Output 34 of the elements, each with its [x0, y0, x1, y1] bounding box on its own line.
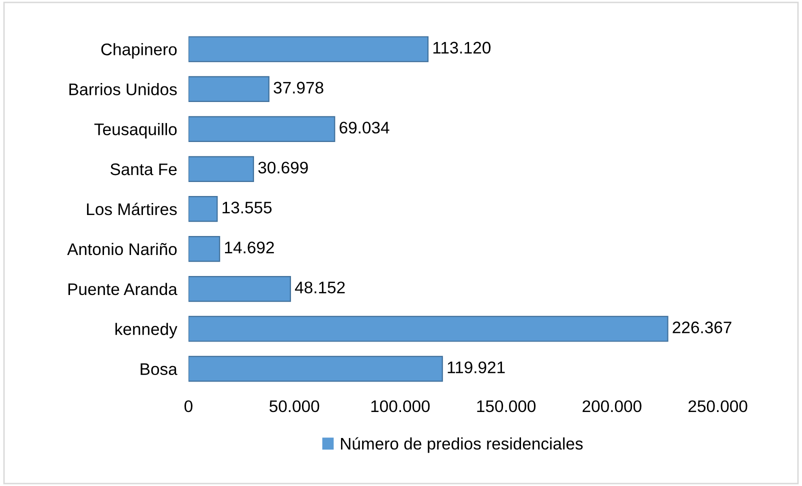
- x-tick-label: 250.000: [688, 400, 748, 412]
- y-tick-label: Teusaquillo: [94, 123, 177, 139]
- y-tick-label: Santa Fe: [110, 163, 177, 176]
- bar: [188, 76, 270, 102]
- y-tick-label: Bosa: [140, 363, 178, 376]
- x-tick-label: 0: [184, 400, 192, 412]
- y-tick-label: Chapinero: [101, 43, 177, 59]
- x-tick-label: 100.000: [371, 400, 430, 412]
- data-label: 30.699: [258, 162, 308, 174]
- data-label: 48.152: [294, 282, 345, 294]
- data-label: 113.120: [433, 42, 491, 54]
- y-tick-label: Los Mártires: [87, 202, 177, 216]
- legend-label: Número de predios residenciales: [341, 437, 583, 453]
- x-tick-label: 150.000: [477, 400, 536, 412]
- y-tick-label: Puente Aranda: [68, 282, 178, 296]
- bar: [188, 316, 668, 342]
- bar: [188, 116, 336, 142]
- data-label: 226.367: [672, 322, 732, 334]
- x-tick-label: 200.000: [582, 400, 642, 412]
- bar: [188, 156, 254, 182]
- data-label: 14.692: [225, 242, 274, 254]
- y-tick-label: Barrios Unidos: [69, 83, 177, 96]
- y-tick-label: kennedy: [115, 322, 178, 338]
- bar: [188, 196, 218, 222]
- data-label: 69.034: [340, 122, 390, 134]
- data-label: 37.978: [274, 82, 324, 94]
- y-tick-label: Antonio Nariño: [67, 242, 177, 256]
- data-label: 13.555: [222, 202, 272, 214]
- x-tick-label: 50.000: [270, 400, 320, 412]
- bar: [188, 356, 443, 382]
- bar: [188, 236, 220, 262]
- bar: [188, 36, 429, 62]
- data-label: 119.921: [448, 361, 505, 374]
- bar: [188, 276, 291, 302]
